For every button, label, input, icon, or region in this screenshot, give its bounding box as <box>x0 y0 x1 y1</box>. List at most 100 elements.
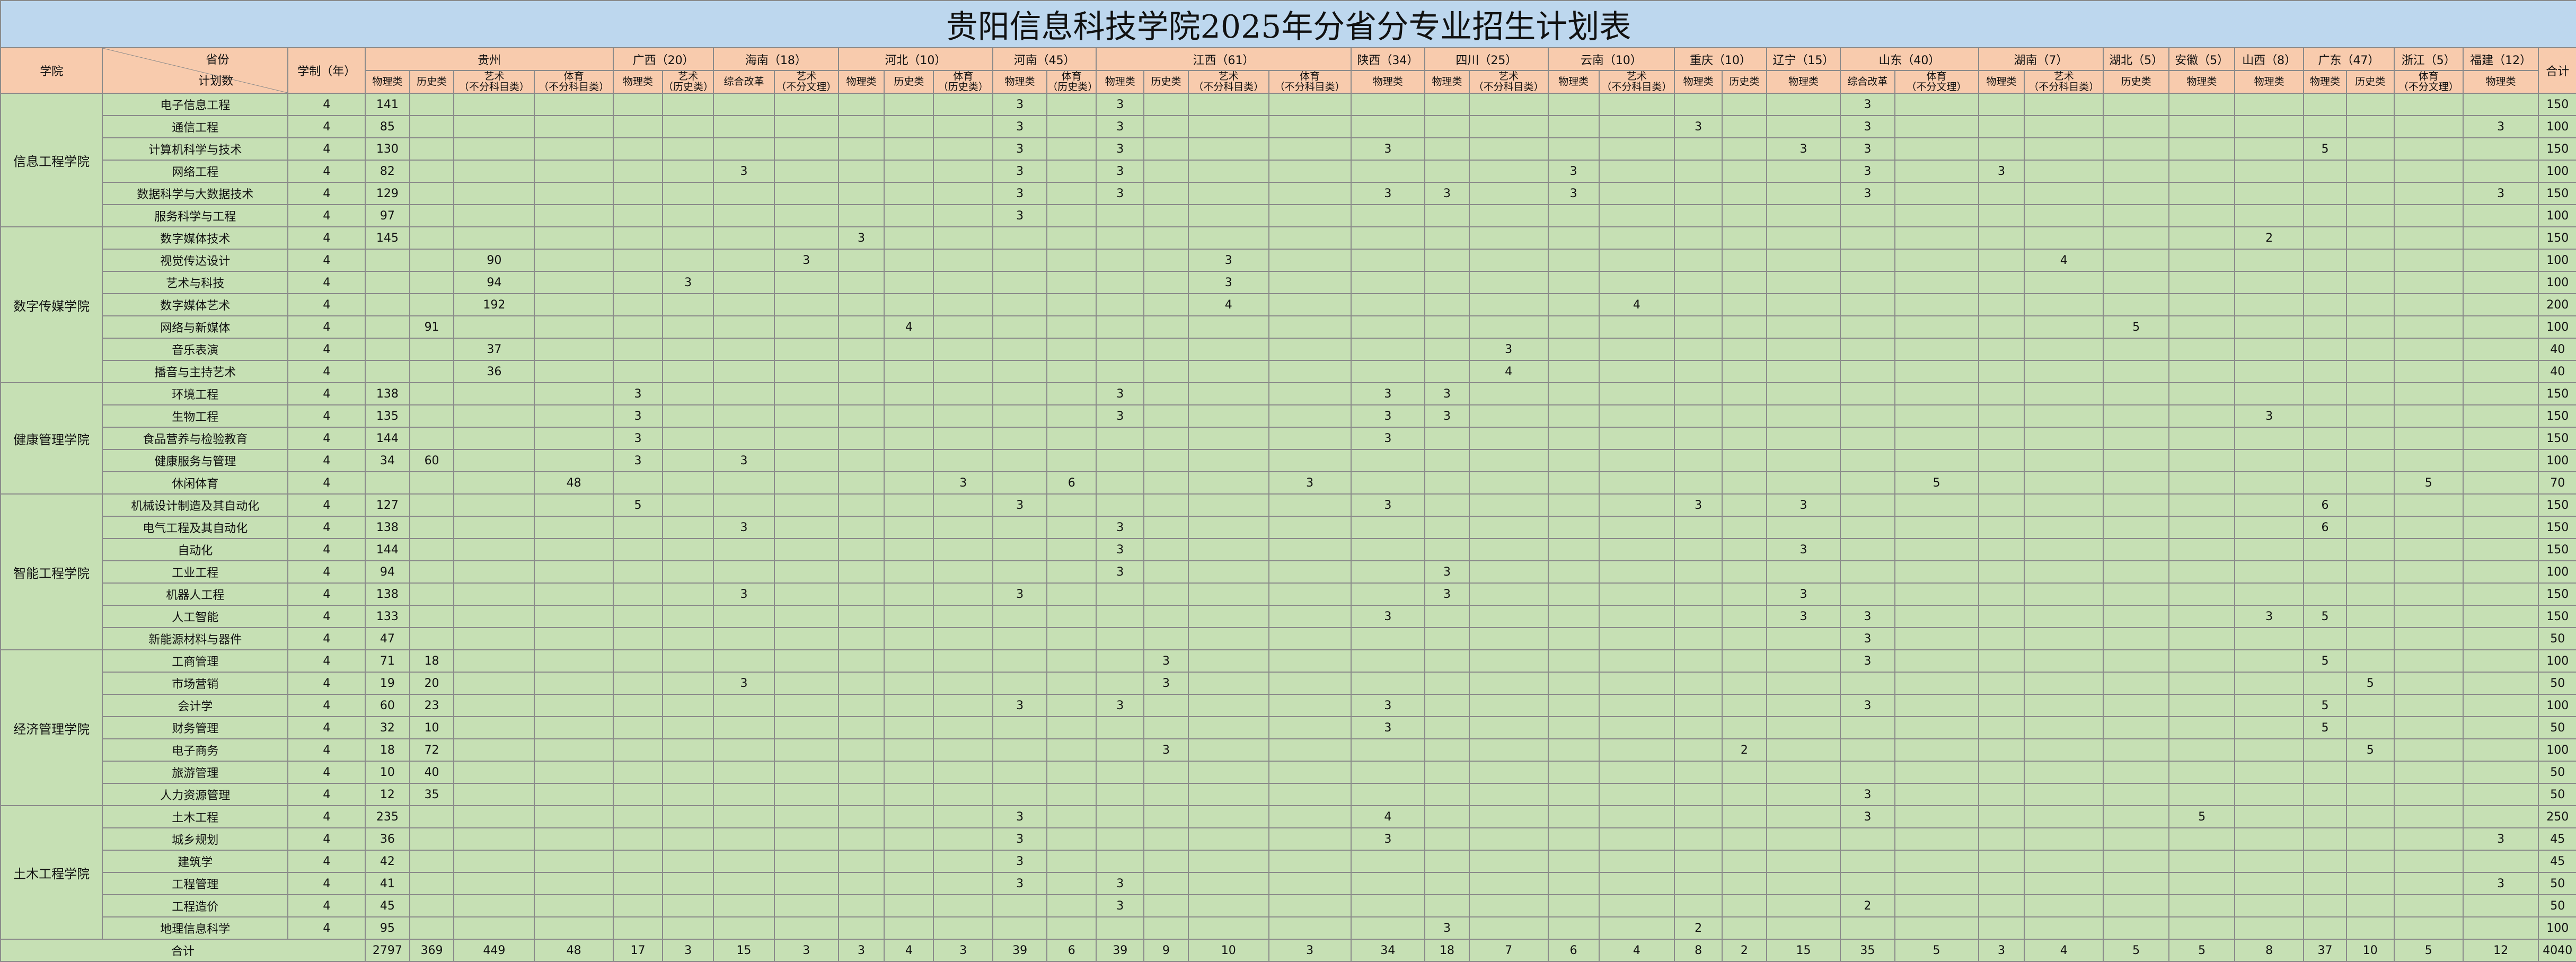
years-cell: 4 <box>287 761 366 784</box>
value-cell: 5 <box>2345 738 2395 762</box>
value-cell <box>2393 160 2464 183</box>
value-cell <box>1978 850 2025 873</box>
value-cell <box>1978 649 2025 673</box>
value-cell <box>773 672 839 695</box>
value-cell <box>1468 404 1549 428</box>
value-cell <box>713 627 775 650</box>
value-cell: 36 <box>365 827 410 851</box>
value-cell <box>613 894 664 917</box>
value-cell: 3 <box>1096 115 1145 138</box>
value-cell <box>1468 427 1549 450</box>
value-cell <box>1187 93 1269 116</box>
value-cell <box>2393 360 2464 383</box>
program-row: 食品营养与检验教育 4 144 3 3 150 <box>1 427 2576 450</box>
value-cell <box>534 538 614 561</box>
column-total: 18 <box>1424 939 1470 962</box>
value-cell <box>1547 805 1600 828</box>
value-cell <box>662 493 714 517</box>
value-cell <box>1547 427 1600 450</box>
value-cell <box>662 471 714 495</box>
years-cell: 4 <box>287 226 366 250</box>
value-cell <box>1187 916 1269 940</box>
value-cell <box>884 93 934 116</box>
value-cell <box>534 115 614 138</box>
value-cell <box>409 872 455 895</box>
value-cell <box>1046 916 1097 940</box>
value-cell <box>1722 226 1767 250</box>
value-cell <box>1674 738 1723 762</box>
value-cell <box>837 382 885 405</box>
value-cell <box>1894 738 1979 762</box>
value-cell <box>2234 493 2305 517</box>
value-cell <box>884 293 934 316</box>
value-cell <box>1722 493 1767 517</box>
value-cell <box>837 93 885 116</box>
value-cell: 2 <box>1674 916 1723 940</box>
value-cell <box>1046 449 1097 472</box>
value-cell: 3 <box>2462 182 2539 205</box>
value-cell: 3 <box>613 427 664 450</box>
value-cell <box>2462 538 2539 561</box>
value-cell <box>534 761 614 784</box>
value-cell <box>1268 404 1352 428</box>
value-cell <box>1840 560 1895 584</box>
value-cell <box>837 538 885 561</box>
value-cell <box>1840 850 1895 873</box>
value-cell <box>2462 249 2539 272</box>
value-cell <box>662 516 714 539</box>
value-cell <box>837 516 885 539</box>
value-cell <box>453 827 535 851</box>
value-cell <box>613 516 664 539</box>
subject-header: 历史类 <box>1722 70 1767 94</box>
value-cell <box>1468 672 1549 695</box>
value-cell <box>1187 182 1269 205</box>
value-cell <box>1894 805 1979 828</box>
value-cell <box>1096 338 1145 361</box>
value-cell <box>1722 516 1767 539</box>
value-cell <box>662 738 714 762</box>
value-cell: 97 <box>365 204 410 227</box>
value-cell <box>2345 805 2395 828</box>
column-total: 39 <box>1096 939 1145 962</box>
value-cell <box>773 427 839 450</box>
value-cell <box>1096 605 1145 628</box>
value-cell <box>409 471 455 495</box>
value-cell <box>713 894 775 917</box>
value-cell <box>2234 382 2305 405</box>
value-cell <box>1766 894 1841 917</box>
years-cell: 4 <box>287 783 366 806</box>
program-cell: 旅游管理 <box>102 761 289 784</box>
value-cell <box>837 850 885 873</box>
value-cell <box>1143 805 1189 828</box>
value-cell: 23 <box>409 694 455 717</box>
program-cell: 艺术与科技 <box>102 271 289 294</box>
row-total: 100 <box>2538 115 2576 138</box>
value-cell <box>1096 271 1145 294</box>
value-cell <box>2234 182 2305 205</box>
value-cell: 18 <box>365 738 410 762</box>
value-cell: 144 <box>365 538 410 561</box>
value-cell <box>1674 338 1723 361</box>
value-cell <box>1468 115 1549 138</box>
value-cell <box>1547 115 1600 138</box>
value-cell <box>1547 449 1600 472</box>
value-cell <box>453 583 535 606</box>
value-cell <box>1350 249 1426 272</box>
column-total: 12 <box>2462 939 2539 962</box>
value-cell <box>1187 738 1269 762</box>
value-cell <box>2234 271 2305 294</box>
program-row: 智能工程学院 机械设计制造及其自动化 4 127 5 3 3 3 3 6 150 <box>0 493 2576 650</box>
value-cell <box>409 293 455 316</box>
value-cell <box>2303 382 2347 405</box>
years-cell: 4 <box>287 493 366 517</box>
value-cell <box>1766 360 1841 383</box>
years-cell: 4 <box>287 738 366 762</box>
subject-header: 艺术 （不分科目类） <box>453 70 535 94</box>
value-cell <box>2103 204 2170 227</box>
value-cell <box>1840 293 1895 316</box>
diagonal-header: 省份 计划数 <box>102 47 289 94</box>
value-cell <box>1424 293 1470 316</box>
value-cell <box>773 805 839 828</box>
value-cell <box>613 827 664 851</box>
value-cell <box>933 182 993 205</box>
